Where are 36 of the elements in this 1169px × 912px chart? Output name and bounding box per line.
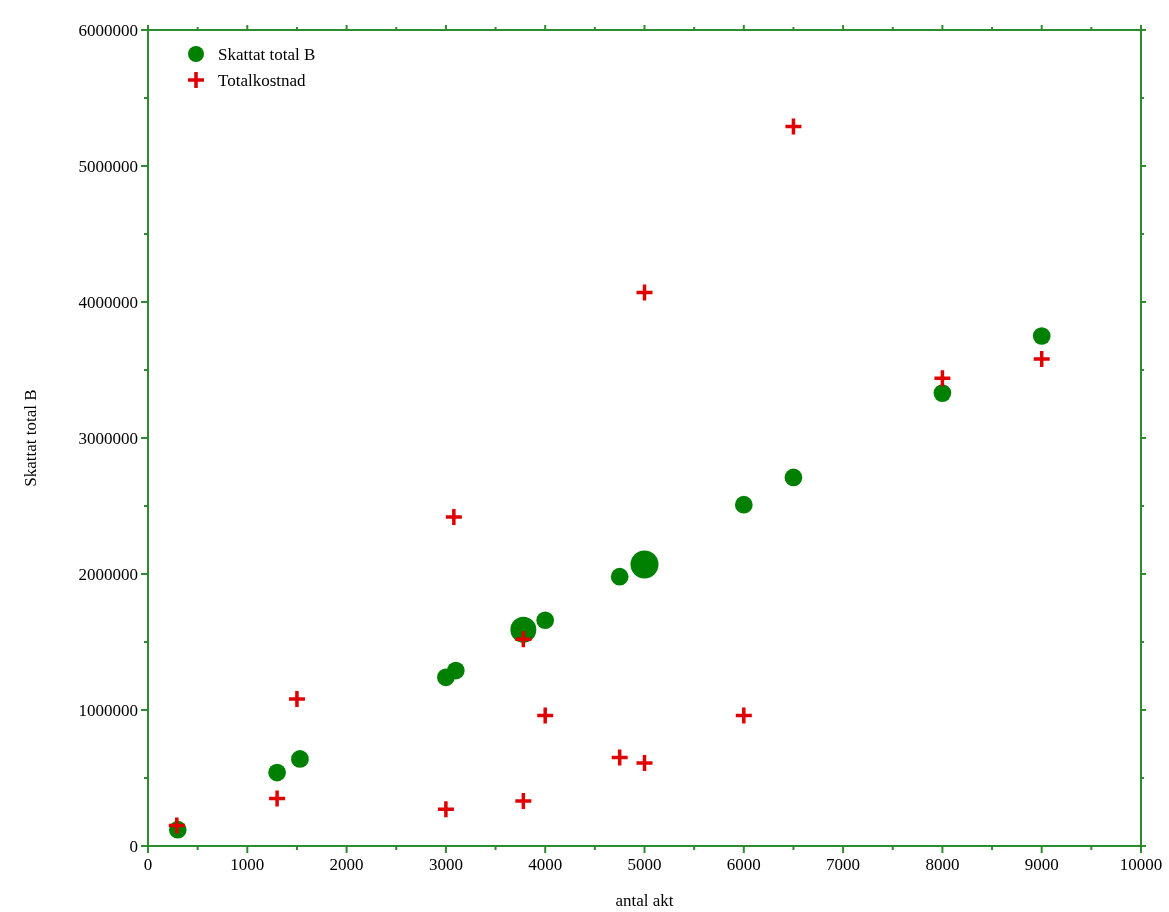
y-tick-label: 1000000 [78,701,138,720]
x-tick-label: 6000 [726,855,761,874]
y-tick-label: 6000000 [78,21,138,40]
y-axis-title: Skattat total B [21,389,40,487]
x-axis-title: antal akt [615,891,674,910]
point [609,747,630,768]
point [734,705,754,726]
point [1031,349,1052,369]
x-tick-label: 2000 [329,855,364,874]
point [287,689,307,709]
x-tick-label: 7000 [826,855,861,874]
point [167,815,187,836]
x-tick-label: 8000 [925,855,960,874]
x-tick-label: 9000 [1024,855,1059,874]
point [634,282,655,303]
x-tick-label: 0 [143,855,153,874]
x-tick-label: 3000 [428,855,463,874]
point [783,116,804,137]
point [267,788,287,809]
point [535,705,555,726]
x-tick-label: 4000 [528,855,563,874]
point [436,799,456,820]
y-tick-label: 0 [129,837,138,856]
y-tick-label: 4000000 [78,293,138,312]
y-tick-label: 5000000 [78,157,138,176]
y-tick-label: 2000000 [78,565,138,584]
point [932,368,953,388]
point [513,791,534,811]
legend-label: Totalkostnad [218,71,307,90]
point [634,753,655,773]
x-tick-label: 1000 [230,855,265,874]
y-tick-label: 3000000 [78,429,138,448]
legend-label: Skattat total B [218,45,316,64]
point [444,507,464,527]
x-tick-label: 5000 [627,855,662,874]
x-tick-label: 10000 [1119,855,1163,874]
